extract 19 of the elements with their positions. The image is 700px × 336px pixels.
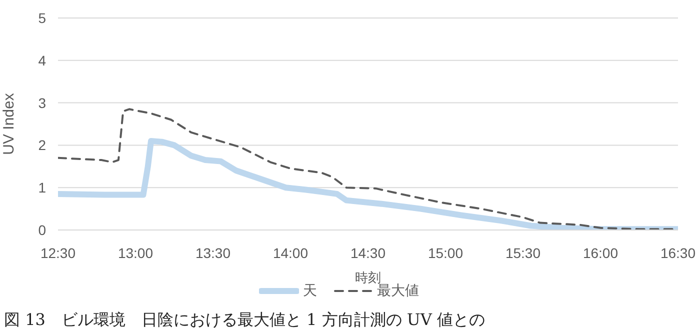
x-tick-label: 13:30: [195, 244, 231, 261]
y-tick-label: 5: [38, 10, 46, 26]
x-tick-label: 16:30: [660, 244, 696, 261]
x-tick-label: 15:00: [428, 244, 464, 261]
x-tick-label: 12:30: [40, 244, 76, 261]
caption: 図 13 ビル環境 日陰における最大値と 1 方向計測の UV 値との: [4, 310, 486, 331]
y-tick-label: 1: [38, 180, 46, 196]
x-axis-title: 時刻: [355, 270, 381, 285]
legend-label: 天: [303, 282, 317, 300]
y-tick-label: 3: [38, 94, 46, 111]
y-tick-label: 4: [38, 52, 46, 68]
y-axis-title: UV Index: [0, 92, 18, 155]
x-tick-label: 14:30: [350, 244, 386, 261]
y-tick-label: 2: [38, 137, 46, 154]
x-tick-label: 16:00: [582, 244, 618, 261]
y-tick-label: 0: [38, 222, 46, 238]
x-tick-label: 15:30: [505, 244, 541, 261]
x-tick-label: 14:00: [272, 244, 308, 261]
x-tick-label: 13:00: [118, 244, 154, 261]
